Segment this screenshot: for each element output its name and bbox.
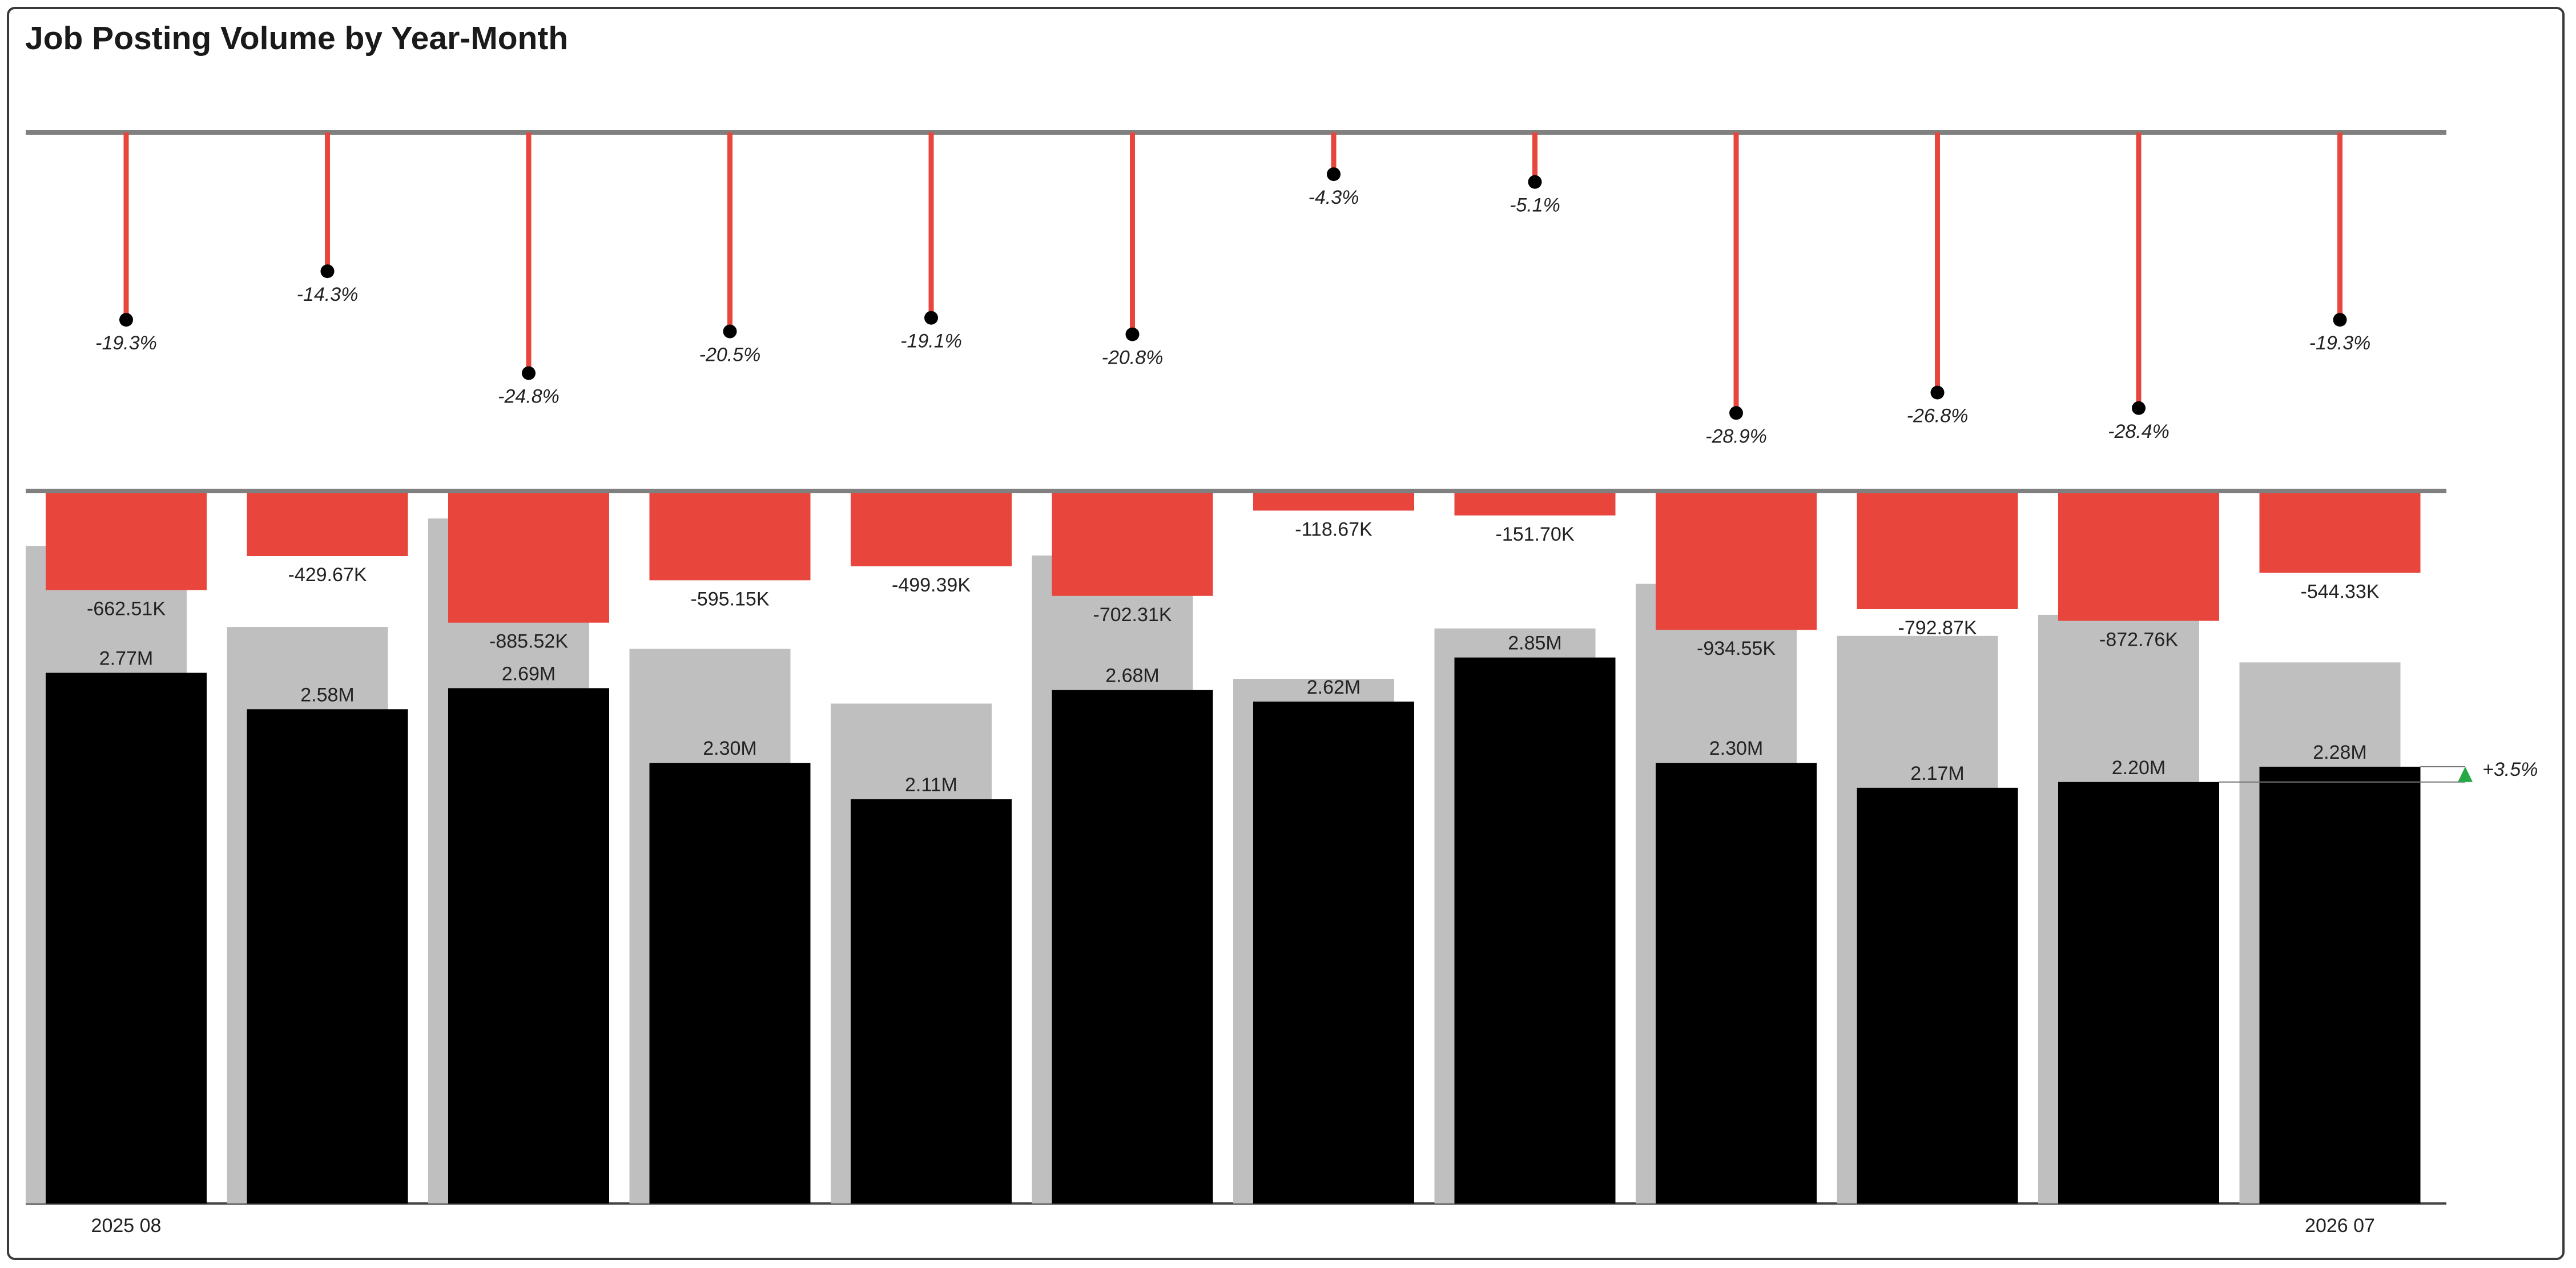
variance-bar: [1253, 493, 1414, 511]
x-tick-label: 2025 08: [91, 1215, 162, 1237]
variance-bar: [1656, 493, 1817, 630]
actual-value-label: 2.62M: [1307, 677, 1361, 698]
variance-value-label: -151.70K: [1496, 524, 1575, 545]
trend-up-icon: [2458, 766, 2473, 782]
variance-bar: [1454, 493, 1616, 516]
actual-bar: [1052, 690, 1213, 1203]
percent-value-label: -4.3%: [1309, 187, 1359, 208]
variance-bar: [649, 493, 811, 581]
actual-bar: [851, 799, 1012, 1203]
actual-bar: [1253, 701, 1414, 1203]
percent-dot: [1930, 385, 1945, 400]
percent-value-label: -19.3%: [95, 332, 157, 354]
percent-dot: [924, 311, 938, 325]
percent-dot: [1125, 327, 1140, 341]
percent-value-label: -20.5%: [699, 344, 761, 366]
variance-bar: [1857, 493, 2018, 609]
percent-value-label: -19.3%: [2309, 332, 2371, 354]
actual-bar: [1454, 657, 1616, 1203]
actual-value-label: 2.77M: [99, 648, 154, 670]
percent-value-label: -14.3%: [297, 284, 359, 305]
actual-bar: [1656, 763, 1817, 1203]
percent-dot: [1327, 167, 1341, 182]
actual-bar: [46, 673, 207, 1203]
actual-bar: [247, 709, 408, 1203]
actual-value-label: 2.28M: [2313, 742, 2367, 763]
variance-value-label: -662.51K: [87, 598, 166, 620]
actual-value-label: 2.30M: [703, 738, 757, 759]
variance-value-label: -872.76K: [2099, 629, 2178, 650]
actual-value-label: 2.30M: [1709, 738, 1764, 759]
percent-value-label: -28.9%: [1705, 425, 1767, 447]
variance-bar: [448, 493, 609, 623]
actual-value-label: 2.68M: [1105, 665, 1160, 687]
actual-value-label: 2.11M: [905, 774, 957, 796]
percent-dot: [2333, 313, 2347, 327]
percent-dot: [119, 313, 133, 327]
actual-bar: [1857, 787, 2018, 1203]
variance-bar: [1052, 493, 1213, 596]
actual-value-label: 2.69M: [502, 663, 556, 685]
actual-value-label: 2.17M: [1910, 763, 1965, 784]
percent-dot: [522, 366, 536, 380]
percent-dot: [2132, 401, 2146, 415]
actual-bar: [2058, 782, 2219, 1203]
percent-value-label: -28.4%: [2108, 421, 2170, 442]
variance-value-label: -429.67K: [288, 564, 367, 586]
percent-dot: [723, 324, 737, 339]
actual-bar: [448, 688, 609, 1203]
variance-value-label: -595.15K: [691, 588, 770, 610]
chart-title: Job Posting Volume by Year-Month: [25, 20, 569, 57]
trend-percent-label: +3.5%: [2482, 759, 2538, 780]
variance-bar: [851, 493, 1012, 566]
percent-value-label: -24.8%: [498, 386, 560, 408]
actual-bar: [649, 763, 811, 1203]
variance-value-label: -118.67K: [1295, 518, 1372, 540]
percent-value-label: -26.8%: [1907, 405, 1969, 427]
percent-value-label: -5.1%: [1510, 195, 1560, 216]
variance-value-label: -934.55K: [1697, 638, 1776, 659]
percent-dot: [1729, 406, 1743, 420]
actual-value-label: 2.58M: [300, 684, 355, 706]
variance-value-label: -544.33K: [2301, 581, 2380, 602]
actual-value-label: 2.20M: [2112, 757, 2166, 779]
percent-dot: [1528, 175, 1542, 189]
variance-bar: [2058, 493, 2219, 621]
variance-value-label: -702.31K: [1093, 604, 1172, 626]
x-tick-label: 2026 07: [2305, 1215, 2375, 1237]
actual-value-label: 2.85M: [1508, 633, 1562, 654]
variance-bar: [247, 493, 408, 556]
actual-bar: [2259, 766, 2421, 1203]
variance-bar: [2259, 493, 2421, 573]
variance-value-label: -499.39K: [892, 574, 971, 596]
variance-value-label: -792.87K: [1898, 617, 1977, 639]
percent-value-label: -20.8%: [1102, 347, 1164, 369]
percent-value-label: -19.1%: [900, 331, 962, 352]
percent-dot: [320, 264, 335, 279]
variance-value-label: -885.52K: [489, 631, 568, 653]
variance-bar: [46, 493, 207, 590]
